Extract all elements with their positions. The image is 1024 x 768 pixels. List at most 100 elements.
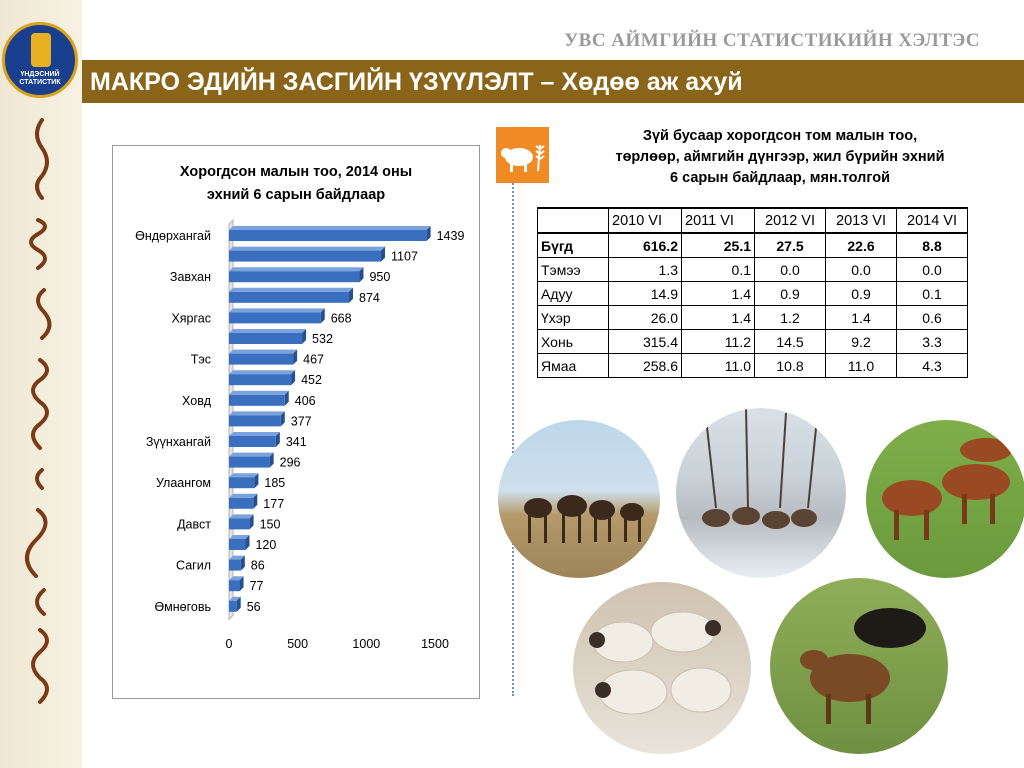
bar-top bbox=[229, 370, 296, 375]
national-statistics-logo: ҮНДЭСНИЙ СТАТИСТИК bbox=[2, 22, 78, 98]
bar-top bbox=[229, 596, 241, 601]
table-header-2013: 2013 VI bbox=[825, 207, 897, 234]
bar-value-label: 296 bbox=[280, 456, 301, 470]
bar bbox=[229, 353, 294, 365]
x-tick-label: 500 bbox=[287, 637, 308, 651]
bar bbox=[229, 600, 237, 612]
bar-top bbox=[229, 349, 298, 354]
cattle-photo bbox=[866, 420, 1024, 578]
bar-value-label: 341 bbox=[286, 435, 307, 449]
livestock-loss-table: 2010 VI 2011 VI 2012 VI 2013 VI 2014 VI … bbox=[537, 207, 968, 378]
category-label: Сагил bbox=[176, 559, 211, 573]
table-cell: 1.4 bbox=[825, 305, 897, 330]
bar-value-label: 185 bbox=[264, 476, 285, 490]
bar-top bbox=[229, 246, 386, 251]
table-row: Үхэр 26.0 1.4 1.2 1.4 0.6 bbox=[537, 305, 968, 330]
bar bbox=[229, 518, 250, 530]
bar bbox=[229, 312, 321, 324]
table-cell: 0.0 bbox=[896, 257, 968, 282]
title-bar: МАКРО ЭДИЙН ЗАСГИЙН ҮЗҮҮЛЭЛТ – Хөдөө аж … bbox=[82, 60, 1024, 103]
bar bbox=[229, 456, 270, 468]
bar-chart: Хорогдсон малын тоо, 2014 оны эхний 6 са… bbox=[135, 164, 465, 651]
table-cell: 11.2 bbox=[681, 329, 755, 354]
table-cell: 10.8 bbox=[754, 353, 826, 378]
table-cell: 1.4 bbox=[681, 281, 755, 306]
vertical-divider bbox=[512, 128, 514, 696]
chart-title-line-2: эхний 6 сарын байдлаар bbox=[207, 187, 385, 203]
table-title: Зүй бусаар хорогдсон том малын тоо, төрл… bbox=[560, 126, 1000, 189]
table-cell: 258.6 bbox=[608, 353, 682, 378]
table-title-line-1: Зүй бусаар хорогдсон том малын тоо, bbox=[642, 128, 918, 144]
table-row: Бүгд 616.2 25.1 27.5 22.6 8.8 bbox=[537, 232, 968, 258]
bar bbox=[229, 374, 292, 386]
bar-side bbox=[240, 555, 245, 571]
goats-photo bbox=[770, 578, 948, 754]
bar-value-label: 1439 bbox=[437, 229, 465, 243]
table-cell: 8.8 bbox=[896, 232, 968, 258]
bar bbox=[229, 333, 303, 344]
table-cell: 0.0 bbox=[825, 257, 897, 282]
bar-top bbox=[229, 329, 307, 333]
bar-value-label: 56 bbox=[247, 600, 261, 614]
table-row: Тэмээ 1.3 0.1 0.0 0.0 0.0 bbox=[537, 257, 968, 282]
bar-value-label: 668 bbox=[331, 311, 352, 325]
bar-top bbox=[229, 535, 250, 539]
bar-top bbox=[229, 390, 289, 395]
category-label: Улаангом bbox=[156, 476, 211, 490]
bar-side bbox=[253, 493, 258, 509]
table-cell: 26.0 bbox=[608, 305, 682, 330]
x-tick-label: 1500 bbox=[421, 637, 449, 651]
table-title-line-3: 6 сарын байдлаар, мян.толгой bbox=[669, 170, 891, 186]
table-cell: 11.0 bbox=[825, 353, 897, 378]
table-cell: 0.9 bbox=[754, 281, 826, 306]
bar-value-label: 177 bbox=[263, 497, 284, 511]
bar-top bbox=[229, 452, 274, 457]
bar bbox=[229, 436, 276, 447]
bar-top bbox=[229, 267, 364, 272]
row-label: Ямаа bbox=[537, 353, 609, 378]
table-cell: 9.2 bbox=[825, 329, 897, 354]
category-label: Хяргас bbox=[171, 311, 211, 325]
category-label: Зүүнхангай bbox=[146, 435, 211, 449]
bar bbox=[229, 230, 427, 241]
chart-title-line-1: Хорогдсон малын тоо, 2014 оны bbox=[180, 164, 412, 180]
table-cell: 22.6 bbox=[825, 232, 897, 258]
row-label: Үхэр bbox=[537, 305, 609, 330]
table-cell: 0.9 bbox=[825, 281, 897, 306]
mongolian-script-decoration bbox=[25, 118, 52, 704]
bar-value-label: 150 bbox=[260, 517, 281, 531]
category-label: Завхан bbox=[170, 270, 211, 284]
soyombo-emblem-icon bbox=[31, 33, 51, 67]
table-cell: 1.4 bbox=[681, 305, 755, 330]
table-cell: 315.4 bbox=[608, 329, 682, 354]
sheep-wheat-icon bbox=[496, 127, 549, 183]
bar-value-label: 532 bbox=[312, 332, 333, 346]
bar-side bbox=[302, 329, 307, 344]
table-cell: 3.3 bbox=[896, 329, 968, 354]
bar-top bbox=[229, 308, 325, 313]
bar bbox=[229, 580, 240, 592]
bar-value-label: 406 bbox=[295, 394, 316, 408]
x-tick-label: 0 bbox=[226, 637, 233, 651]
bar-side bbox=[254, 473, 259, 489]
bar-value-label: 1107 bbox=[391, 250, 418, 264]
table-cell: 1.3 bbox=[608, 257, 682, 282]
bar bbox=[229, 271, 360, 283]
table-cell: 1.2 bbox=[754, 305, 826, 330]
bar-top bbox=[229, 226, 431, 230]
table-cell: 14.5 bbox=[754, 329, 826, 354]
bar-side bbox=[275, 432, 280, 447]
bar-side bbox=[280, 411, 285, 427]
bar-value-label: 874 bbox=[359, 291, 380, 305]
table-cell: 0.6 bbox=[896, 305, 968, 330]
bar bbox=[229, 477, 255, 489]
table-cell: 0.0 bbox=[754, 257, 826, 282]
bar-top bbox=[229, 555, 245, 560]
bar-side bbox=[291, 370, 296, 386]
table-cell: 616.2 bbox=[608, 232, 682, 258]
bar bbox=[229, 394, 285, 406]
bar bbox=[229, 539, 246, 550]
bar bbox=[229, 291, 350, 303]
category-label: Давст bbox=[177, 517, 211, 531]
row-label: Адуу bbox=[537, 281, 609, 306]
